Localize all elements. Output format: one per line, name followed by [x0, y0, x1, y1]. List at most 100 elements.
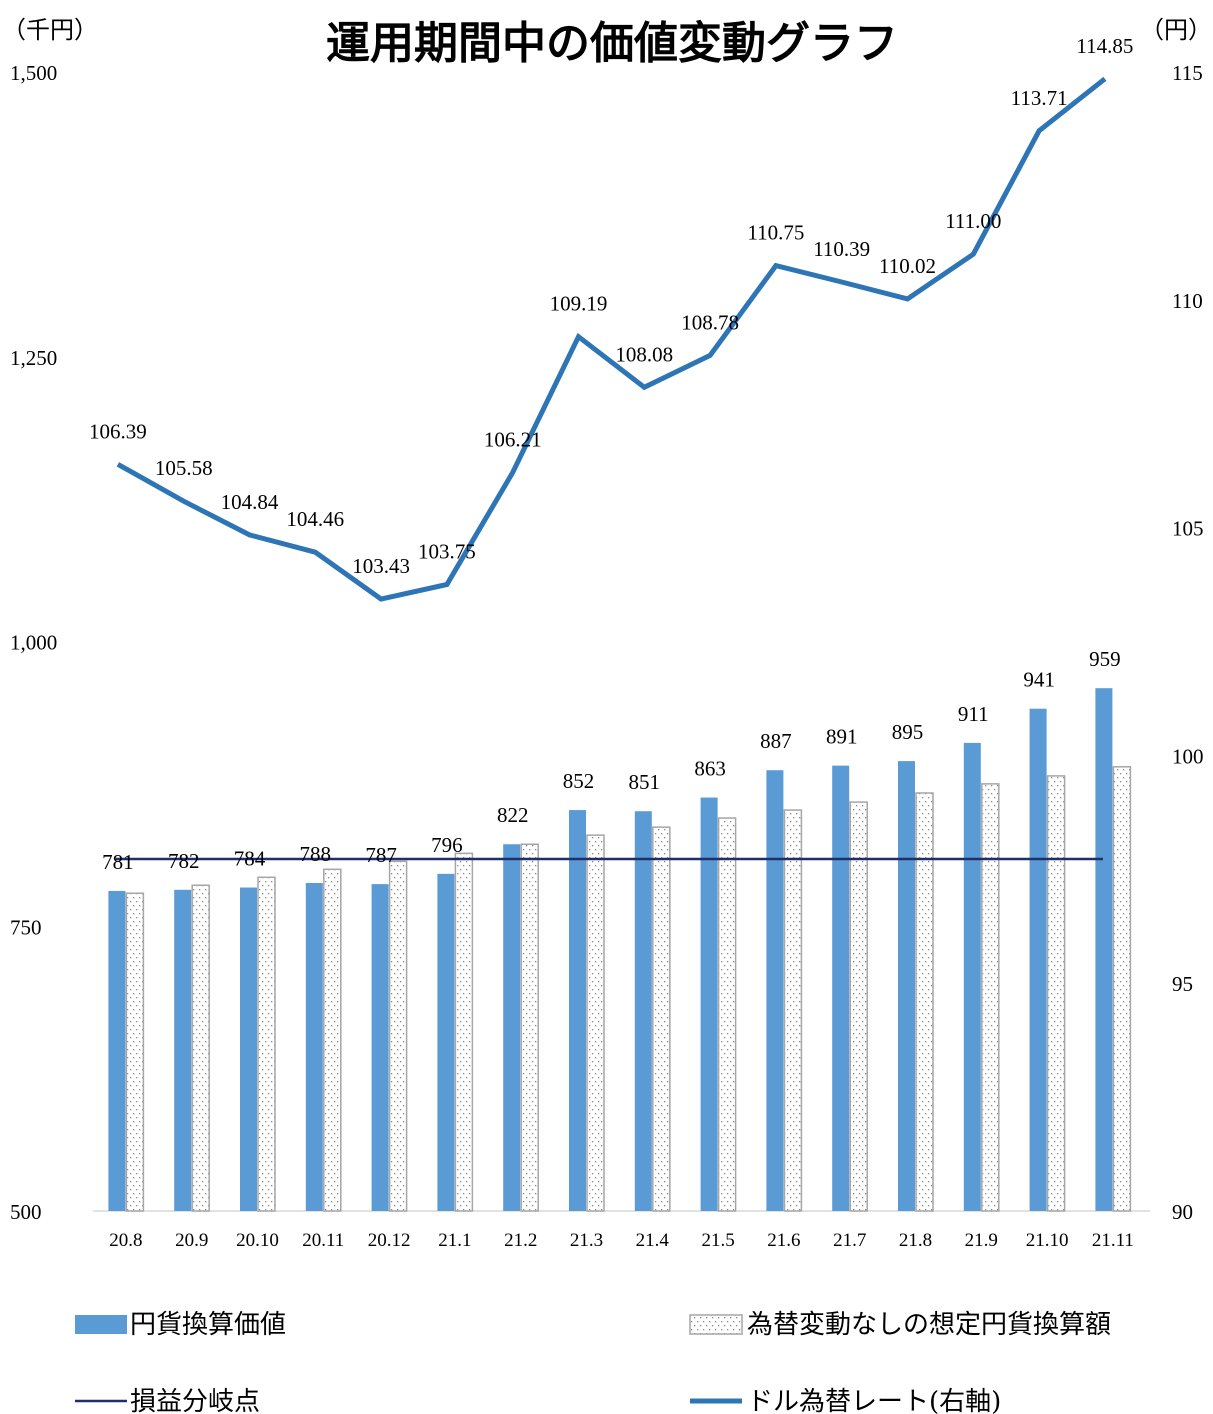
bar-value-label: 788: [300, 842, 332, 866]
bar-value-label: 784: [234, 847, 266, 871]
x-tick-label: 21.1: [438, 1230, 471, 1251]
fx-rate-label: 106.39: [89, 419, 147, 443]
bar-value-label: 782: [168, 849, 200, 873]
x-tick-label: 21.6: [767, 1230, 800, 1251]
fx-rate-label: 109.19: [550, 292, 608, 316]
bar-hypothetical: [520, 843, 539, 1212]
left-tick-label: 1,500: [10, 61, 57, 85]
fx-rate-label: 106.21: [484, 427, 542, 451]
left-tick-label: 500: [10, 1200, 42, 1224]
fx-rate-label: 108.08: [615, 342, 673, 366]
bar-hypothetical: [388, 860, 408, 1212]
legend-swatch-bar: [75, 1315, 127, 1334]
fx-rate-label: 104.84: [221, 490, 279, 514]
bar-value-label: 787: [365, 843, 397, 867]
bar-value-label: 851: [629, 770, 661, 794]
legend-label-hypothetical: 為替変動なしの想定円貨換算額: [747, 1310, 1111, 1340]
x-tick-label: 20.9: [175, 1230, 208, 1251]
bar-value: [108, 890, 126, 1211]
legend-item-value: 円貨換算価値: [75, 1310, 286, 1340]
bar-value: [963, 742, 981, 1211]
x-tick-label: 20.8: [109, 1230, 142, 1251]
chart-title: 運用期間中の価値変動グラフ: [326, 18, 898, 69]
bar-value: [305, 882, 323, 1211]
bar-value: [766, 770, 784, 1211]
bar-hypothetical: [652, 826, 671, 1212]
x-axis: 20.8 20.9 20.10 20.11 20.12 21.1 21.2 21.3 21.4 2…: [109, 1230, 1134, 1251]
bar-hypothetical: [915, 792, 934, 1212]
bar-value: [437, 873, 455, 1211]
x-tick-label: 21.8: [899, 1230, 932, 1251]
bar-value: [503, 844, 521, 1211]
legend-swatch-dotted: [689, 1314, 743, 1335]
bar-hypothetical: [1112, 766, 1132, 1212]
left-axis-unit: （千円）: [2, 16, 98, 44]
series-hypothetical-bars: [125, 766, 1132, 1212]
bar-value: [898, 761, 915, 1211]
x-tick-label: 20.11: [302, 1230, 344, 1251]
legend-label-fx: ドル為替レート(右軸): [747, 1387, 1001, 1414]
bar-value-label: 796: [431, 833, 463, 857]
fx-rate-label: 110.39: [813, 237, 870, 261]
bar-hypothetical: [849, 801, 868, 1212]
bar-value: [832, 765, 850, 1211]
bar-value-label: 852: [563, 769, 595, 793]
left-axis: 500 750 1,000 1,250 1,500: [10, 61, 57, 1224]
bar-value: [371, 884, 389, 1211]
x-tick-label: 21.4: [636, 1230, 670, 1251]
bar-hypothetical: [454, 852, 474, 1212]
bar-value-label: 911: [958, 702, 989, 726]
left-tick-label: 1,000: [10, 631, 57, 655]
right-tick-label: 115: [1172, 61, 1203, 85]
bar-value-label: 863: [694, 757, 726, 781]
right-tick-label: 90: [1172, 1200, 1193, 1224]
legend-item-breakeven: 損益分岐点: [75, 1387, 260, 1414]
bar-value-label: 887: [760, 729, 792, 753]
x-tick-label: 21.5: [701, 1230, 734, 1251]
bar-hypothetical: [783, 809, 803, 1212]
bar-hypothetical: [125, 892, 145, 1212]
bar-value: [240, 887, 257, 1211]
fx-rate-label: 105.58: [155, 456, 213, 480]
bar-value-label: 959: [1089, 647, 1121, 671]
x-tick-label: 21.2: [504, 1230, 537, 1251]
bar-hypothetical: [717, 817, 737, 1212]
fx-rate-label: 111.00: [945, 209, 1001, 233]
bar-hypothetical: [981, 783, 1000, 1212]
right-tick-label: 110: [1172, 289, 1203, 313]
bar-hypothetical: [323, 868, 342, 1212]
legend-item-fx: ドル為替レート(右軸): [690, 1387, 1001, 1414]
legend-label-value: 円貨換算価値: [130, 1310, 286, 1340]
bar-hypothetical: [191, 884, 210, 1212]
fx-rate-label: 108.78: [681, 310, 739, 334]
x-tick-label: 21.7: [833, 1230, 866, 1251]
bar-value: [700, 797, 718, 1211]
bar-value-label: 941: [1023, 668, 1055, 692]
bar-value-label: 891: [826, 725, 858, 749]
legend-item-hypothetical: 為替変動なしの想定円貨換算額: [689, 1310, 1111, 1340]
bar-hypothetical: [586, 834, 605, 1212]
legend: 円貨換算価値 為替変動なしの想定円貨換算額 損益分岐点 ドル為替レート(右軸): [75, 1310, 1111, 1414]
fx-rate-label: 110.02: [879, 254, 936, 278]
series-fx-rate: [116, 76, 1107, 602]
right-tick-label: 95: [1172, 972, 1193, 996]
bar-value: [569, 810, 586, 1211]
x-tick-label: 21.9: [965, 1230, 998, 1251]
bar-value-label: 895: [892, 720, 924, 744]
x-tick-label: 21.11: [1092, 1230, 1134, 1251]
fx-rate-label: 110.75: [747, 221, 804, 245]
fx-rate-label: 103.43: [352, 554, 410, 578]
bar-value-label: 781: [102, 850, 134, 874]
fx-data-labels: 106.39 105.58 104.84 104.46 103.43 103.75 106.…: [89, 34, 1133, 578]
x-tick-label: 20.12: [368, 1230, 411, 1251]
legend-label-breakeven: 損益分岐点: [130, 1387, 260, 1414]
bar-value: [1095, 688, 1113, 1211]
right-axis-unit: （円）: [1140, 16, 1212, 44]
bar-data-labels: 781 782 784 788 787 796 822 852 851 863 887 891 895 9…: [102, 647, 1121, 874]
fx-rate-line: [116, 76, 1107, 602]
fx-rate-label: 103.75: [418, 540, 476, 564]
bar-value: [634, 811, 652, 1211]
right-axis: 90 95 100 105 110 115: [1172, 61, 1204, 1224]
right-tick-label: 105: [1172, 517, 1204, 541]
